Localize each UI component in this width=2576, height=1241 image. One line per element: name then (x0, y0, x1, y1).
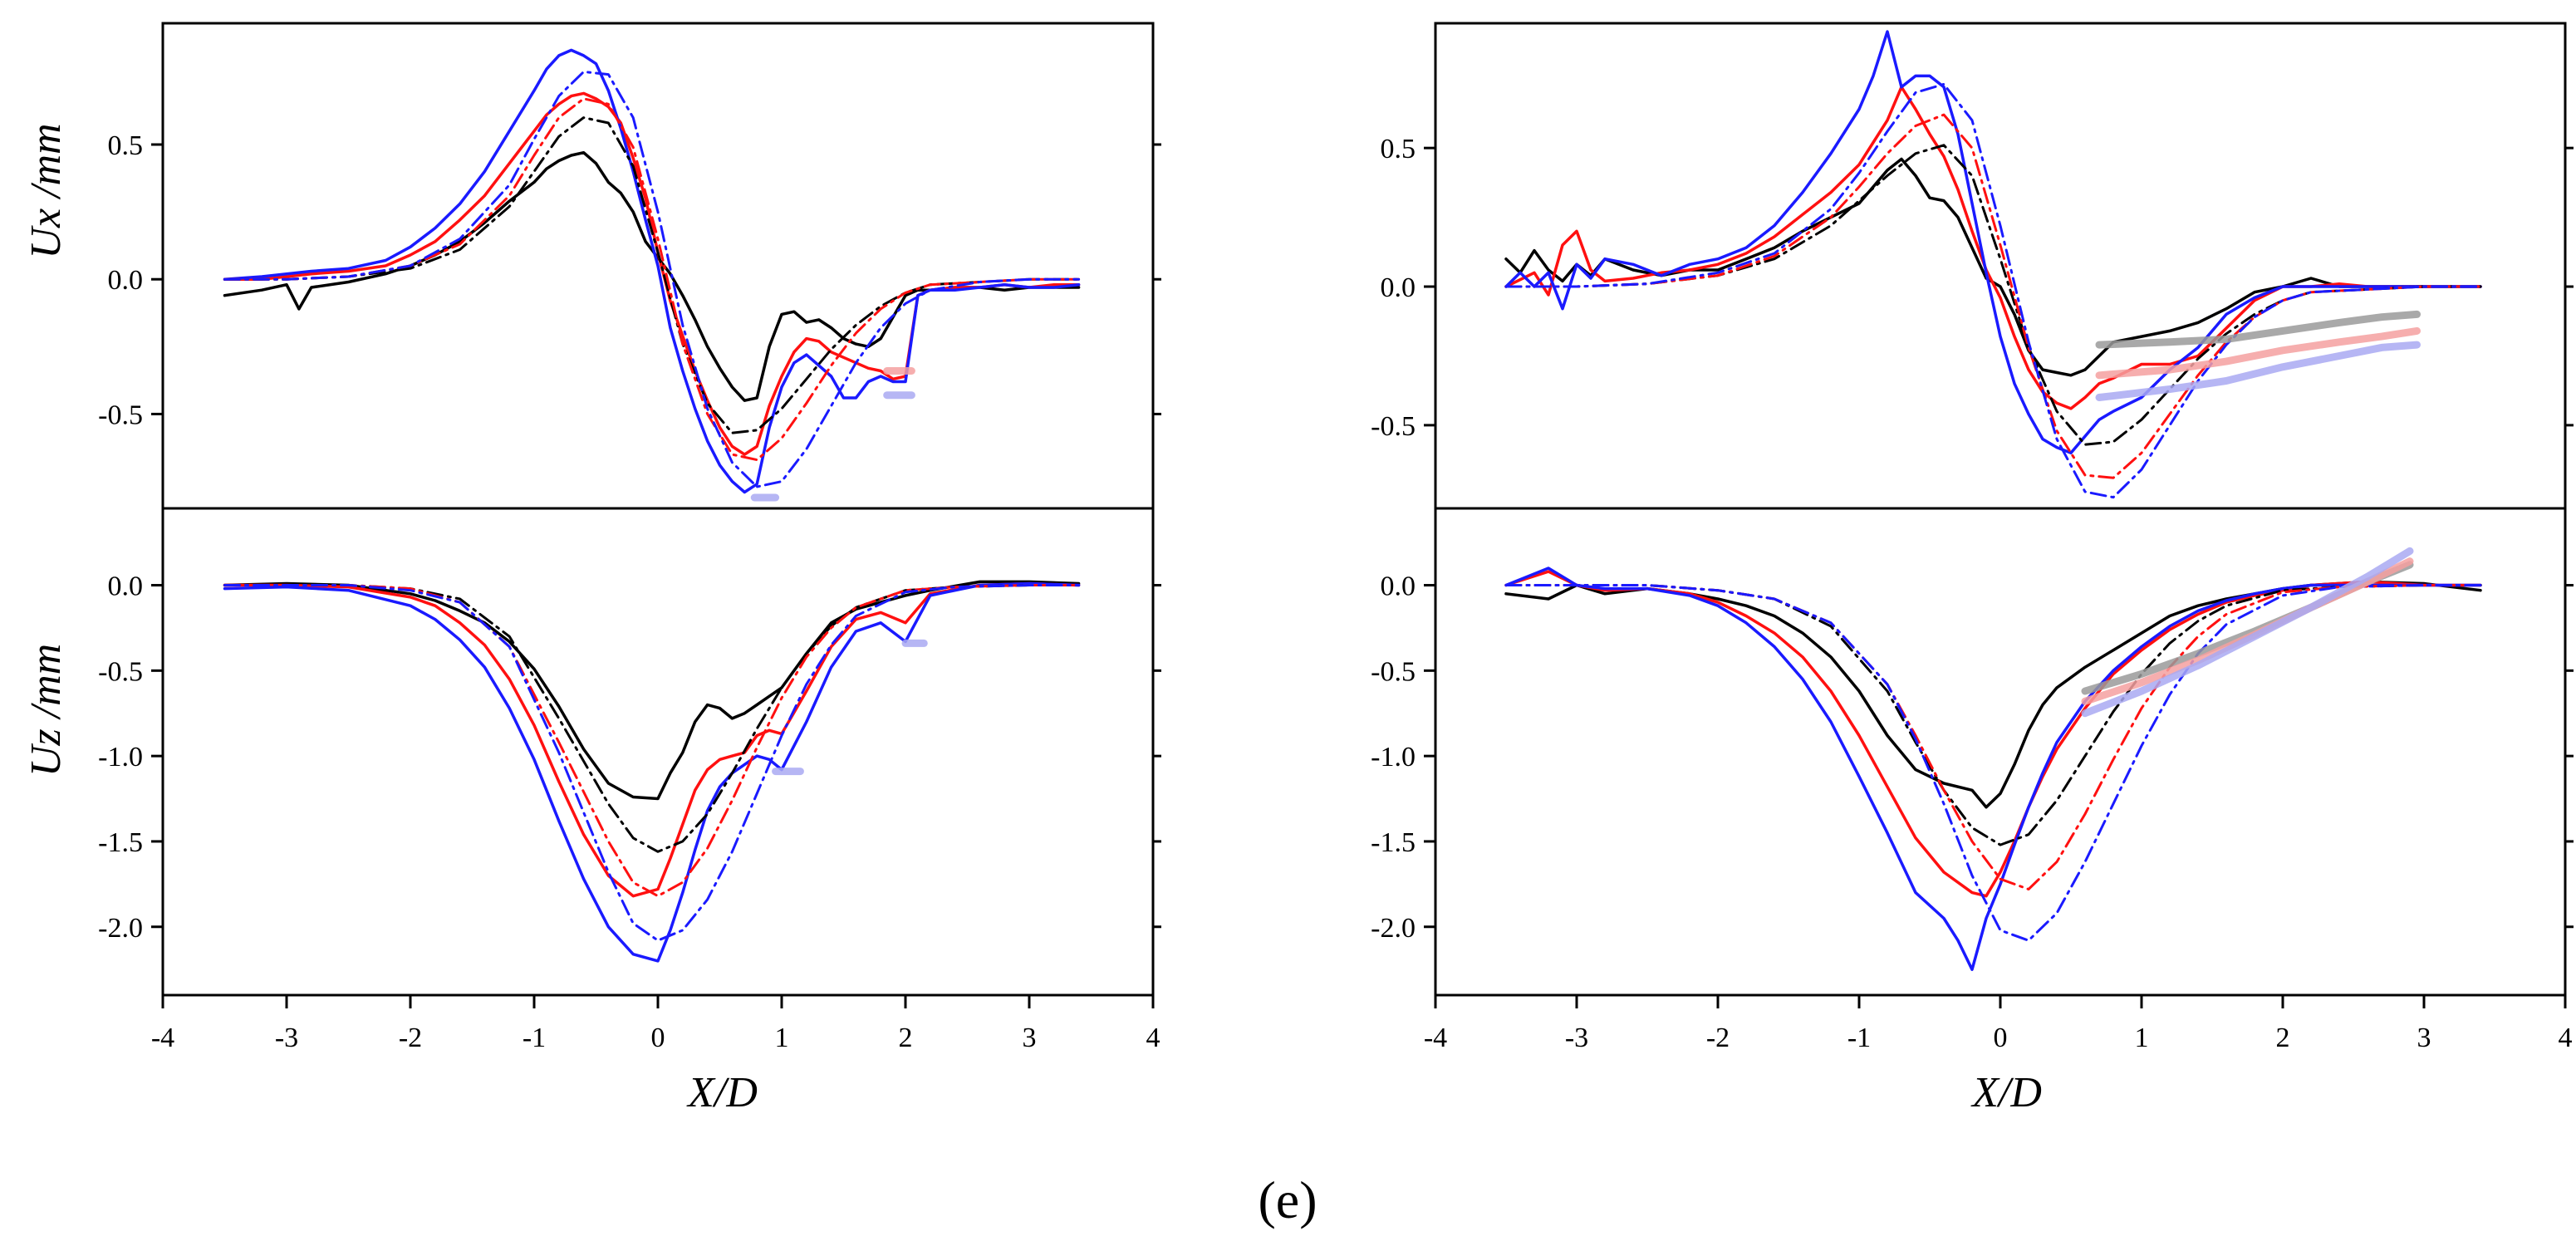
x-tick-label: -3 (275, 1023, 298, 1053)
series-measured-red (223, 91, 1081, 456)
left-bottom-ylabel: Uz /mm (22, 644, 70, 777)
series-measured-blue (1504, 567, 2482, 971)
x-tick-label: -2 (399, 1023, 422, 1053)
x-tick-label: -1 (523, 1023, 546, 1053)
series-fit-red (2095, 326, 2421, 380)
x-tick-label: -4 (151, 1023, 174, 1053)
x-tick-label: 4 (2559, 1023, 2573, 1053)
x-tick-label: 0 (651, 1023, 665, 1053)
series-measured-black (1504, 157, 2482, 377)
x-tick-label: -4 (1424, 1023, 1447, 1053)
series-model-red (1504, 584, 2482, 890)
series-model-black (1504, 584, 2482, 846)
y-tick-label: -0.5 (1371, 411, 1416, 442)
series-measured-black (1504, 580, 2482, 809)
y-tick-label: -1.5 (1371, 827, 1416, 858)
x-tick-label: -2 (1706, 1023, 1730, 1053)
x-tick-label: 3 (1023, 1023, 1037, 1053)
y-tick-label: -1.0 (1371, 742, 1416, 773)
y-tick-label: 0.5 (1381, 134, 1416, 164)
series-model-red (223, 97, 1081, 462)
series-measured-red (1504, 570, 2482, 898)
right-xlabel: X/D (1970, 1069, 2042, 1116)
series-model-black (1504, 144, 2482, 446)
series-model-blue (223, 584, 1081, 942)
x-tick-label: -1 (1847, 1023, 1871, 1053)
y-tick-label: -1.0 (98, 742, 143, 773)
x-tick-label: 3 (2417, 1023, 2431, 1053)
panel-left-top: 0.5 0.0 -0.5 (98, 22, 1161, 510)
series-measured-blue (223, 581, 1081, 963)
x-tick-label: 2 (2276, 1023, 2290, 1053)
panel-right-top: 0.5 0.0 -0.5 (1371, 22, 2574, 510)
y-tick-label: -0.5 (1371, 656, 1416, 687)
y-tick-label: -0.5 (98, 400, 143, 430)
y-tick-label: 0.5 (108, 130, 144, 161)
series-model-blue (1504, 82, 2482, 499)
x-tick-label: 0 (1994, 1023, 2008, 1053)
series-fit-blue (2081, 547, 2414, 718)
y-tick-label: -1.5 (98, 827, 143, 858)
y-tick-label: -2.0 (1371, 913, 1416, 944)
y-tick-label: 0.0 (1381, 571, 1416, 602)
y-tick-label: -2.0 (98, 913, 143, 944)
left-xlabel: X/D (686, 1069, 758, 1116)
x-tick-label: -3 (1565, 1023, 1588, 1053)
series-model-blue (223, 70, 1081, 488)
series-model-black (223, 584, 1081, 853)
y-tick-label: -0.5 (98, 656, 143, 687)
panel-right-bottom: 0.0 -0.5 -1.0 -1.5 -2.0 -4 -3 -2 -1 0 1 2 3 4 (1371, 507, 2574, 1053)
x-tick-label: 1 (775, 1023, 789, 1053)
series-model-blue (1504, 584, 2482, 942)
y-tick-label: 0.0 (108, 265, 144, 296)
series-model-red (1504, 113, 2482, 479)
series-fit-grey (2095, 310, 2421, 349)
series-measured-red (223, 581, 1081, 898)
figure-caption: (e) (1258, 1170, 1317, 1229)
series-measured-black (223, 580, 1081, 801)
series-measured-red (1504, 86, 2482, 410)
plot-frame (1434, 22, 2567, 510)
series-measured-blue (1504, 30, 2482, 455)
y-tick-label: 0.0 (108, 571, 144, 602)
x-tick-label: 4 (1146, 1023, 1160, 1053)
left-top-ylabel: Ux /mm (22, 123, 70, 258)
series-measured-black (223, 150, 1081, 402)
panel-left-bottom: 0.0 -0.5 -1.0 -1.5 -2.0 -4 -3 -2 -1 0 1 2 3 4 (98, 507, 1161, 1053)
x-tick-label: 1 (2135, 1023, 2149, 1053)
x-tick-label: 2 (899, 1023, 913, 1053)
y-tick-label: 0.0 (1381, 272, 1416, 303)
series-measured-blue (223, 48, 1081, 494)
series-fit-blue (2095, 341, 2421, 401)
